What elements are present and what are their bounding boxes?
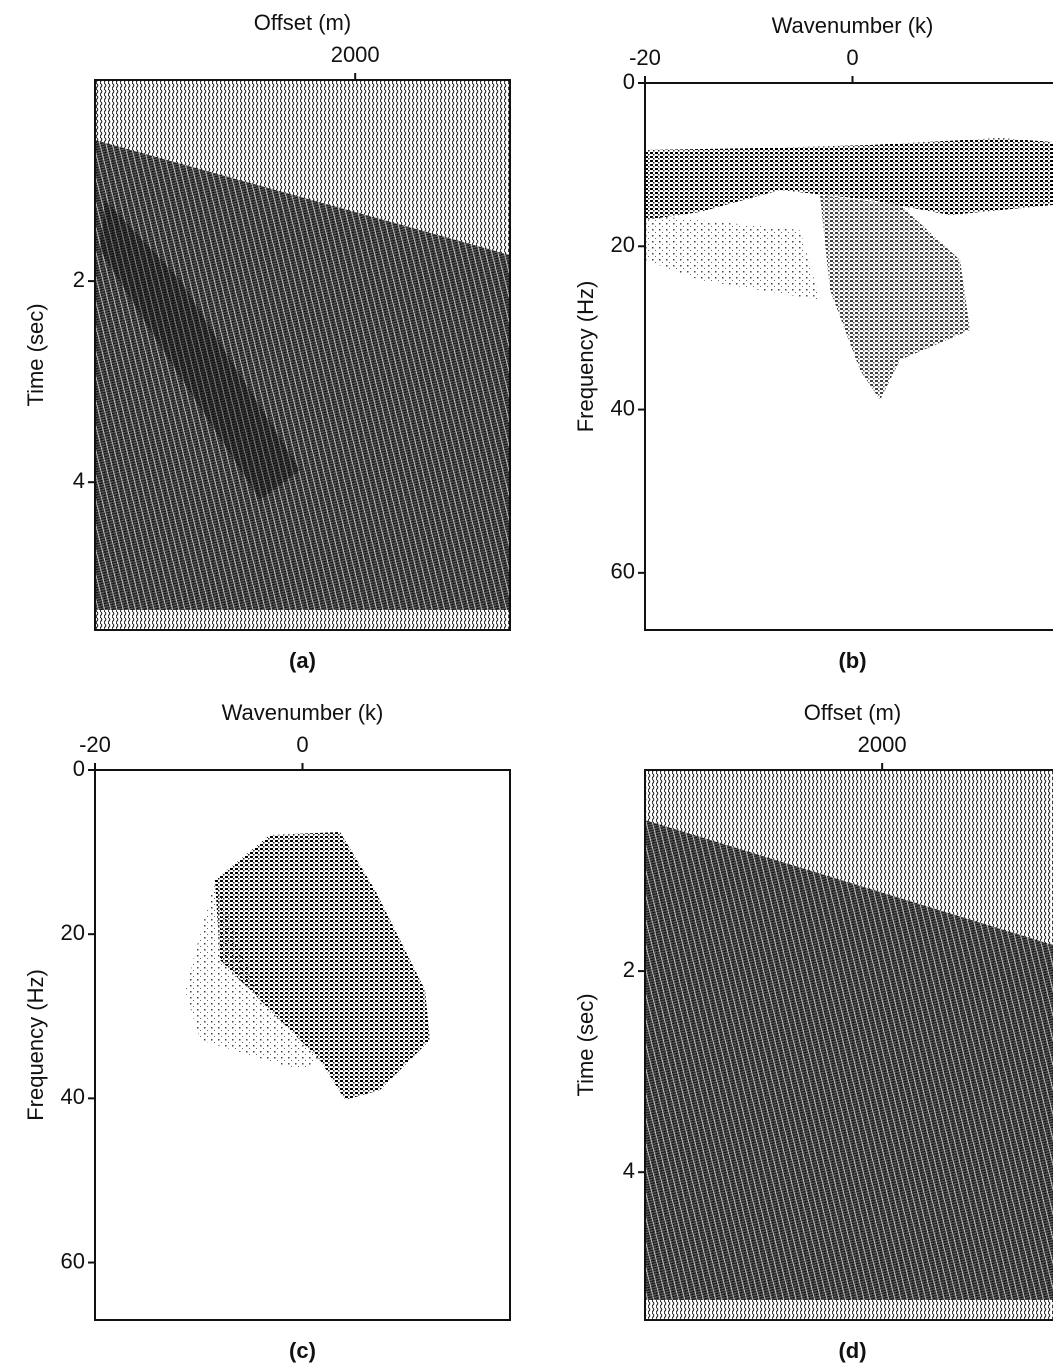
y-tick-label: 4: [623, 1158, 635, 1183]
x-axis-label: Offset (m): [804, 700, 901, 725]
y-tick-label: 0: [623, 69, 635, 94]
y-tick-label: 0: [73, 756, 85, 781]
panel-caption: (d): [838, 1338, 866, 1363]
x-axis-label: Wavenumber (k): [772, 13, 934, 38]
y-tick-label: 2: [73, 267, 85, 292]
plot-frame: [644, 769, 1053, 1321]
y-axis-label: Frequency (Hz): [573, 281, 598, 433]
x-tick-label: 2000: [858, 732, 907, 757]
panel-caption: (b): [838, 648, 866, 673]
x-tick-label: -20: [629, 45, 661, 70]
y-axis-label: Time (sec): [573, 993, 598, 1096]
y-tick-label: 60: [611, 559, 635, 584]
x-tick-label: 0: [296, 732, 308, 757]
y-axis-label: Frequency (Hz): [23, 969, 48, 1121]
y-tick-label: 40: [611, 395, 635, 420]
panel-caption: (c): [289, 1338, 316, 1363]
spectrum-image: [645, 138, 1053, 400]
x-axis-label: Wavenumber (k): [222, 700, 384, 725]
x-tick-label: 0: [846, 45, 858, 70]
y-tick-label: 4: [73, 468, 85, 493]
y-tick-label: 2: [623, 957, 635, 982]
x-tick-label: 2000: [331, 42, 380, 67]
y-tick-label: 20: [611, 232, 635, 257]
x-tick-label: -20: [79, 732, 111, 757]
spectrum-image: [185, 832, 430, 1100]
y-axis-label: Time (sec): [23, 303, 48, 406]
seismic-image: [95, 80, 510, 630]
y-tick-label: 20: [61, 920, 85, 945]
seismic-image: [645, 770, 1053, 1320]
panel-caption: (a): [289, 648, 316, 673]
y-tick-label: 40: [61, 1084, 85, 1109]
x-axis-label: Offset (m): [254, 10, 351, 35]
plot-frame: [94, 79, 511, 631]
y-tick-label: 60: [61, 1248, 85, 1273]
